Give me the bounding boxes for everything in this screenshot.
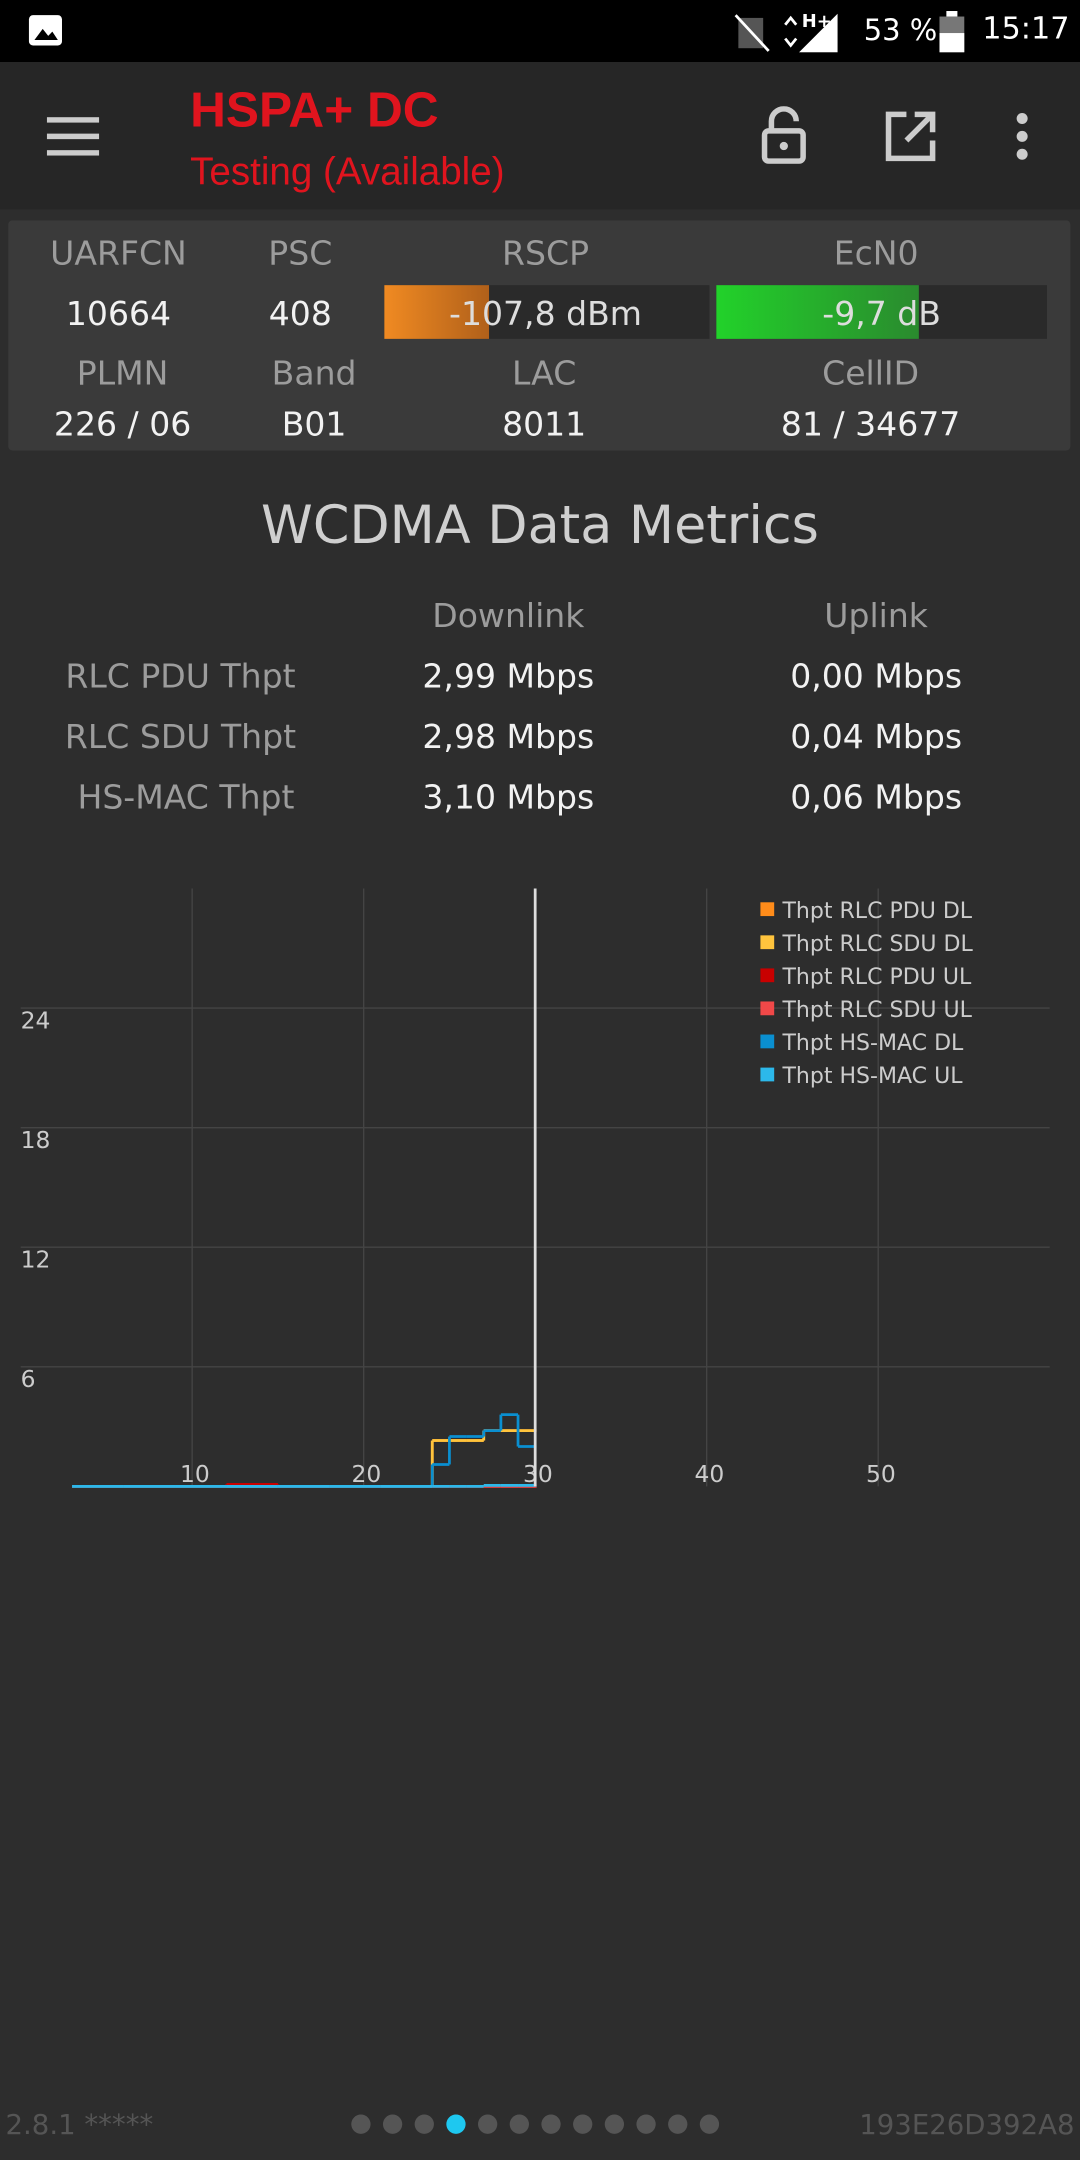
cell-value: -107,8 dBm [449, 294, 642, 334]
metric-value: 0,06 Mbps [790, 778, 963, 817]
metric-value: 0,00 Mbps [790, 657, 963, 696]
metric-label: RLC PDU Thpt [65, 657, 296, 696]
x-tick-label: 50 [866, 1460, 896, 1488]
metrics-title: WCDMA Data Metrics [261, 494, 819, 556]
y-tick-label: 6 [21, 1365, 36, 1393]
legend-label: Thpt HS-MAC UL [781, 1064, 963, 1089]
battery-icon [939, 11, 965, 53]
cell-label: RSCP [502, 234, 589, 273]
legend-label: Thpt RLC PDU UL [781, 965, 972, 990]
metric-label: RLC SDU Thpt [64, 717, 297, 757]
y-tick-label: 24 [21, 1006, 51, 1034]
gallery-icon [28, 15, 62, 46]
svg-text:H+: H+ [802, 11, 832, 32]
x-tick-label: 20 [352, 1460, 382, 1488]
legend-label: Thpt RLC SDU DL [781, 932, 973, 957]
metric-value: 3,10 Mbps [422, 778, 595, 817]
column-header: Downlink [432, 596, 585, 636]
clock: 15:17 [982, 12, 1070, 47]
more-button[interactable] [1011, 112, 1033, 162]
column-header: Uplink [824, 596, 928, 636]
x-tick-label: 30 [523, 1460, 553, 1488]
cell-value: 408 [268, 294, 332, 334]
menu-button[interactable] [46, 117, 100, 156]
metric-value: 0,04 Mbps [790, 717, 963, 757]
cell-label: EcN0 [833, 234, 919, 273]
legend-swatch [760, 1034, 775, 1049]
y-tick-label: 18 [21, 1126, 51, 1154]
cell-label: PSC [268, 234, 333, 273]
battery-text: 53 % [863, 13, 938, 47]
legend-swatch [760, 902, 775, 917]
cell-value: 226 / 06 [53, 404, 192, 444]
version: 2.8.1 ***** [5, 2107, 154, 2141]
app-title: HSPA+ DC [190, 81, 439, 138]
cell-label: CellID [822, 354, 920, 393]
signal-icons: H+ [734, 11, 838, 53]
cell-label: PLMN [76, 354, 169, 393]
cell-label: LAC [511, 354, 577, 393]
cell-value: B01 [281, 404, 347, 444]
metric-value: 2,98 Mbps [422, 717, 595, 757]
legend-swatch [760, 1067, 775, 1082]
cell-value: 10664 [65, 294, 172, 334]
legend-swatch [760, 968, 775, 983]
metric-label: HS-MAC Thpt [77, 778, 295, 817]
app-subtitle: Testing (Available) [190, 150, 505, 193]
legend-label: Thpt RLC SDU UL [781, 998, 972, 1023]
x-tick-label: 40 [695, 1460, 725, 1488]
metric-value: 2,99 Mbps [422, 657, 595, 696]
y-tick-label: 12 [21, 1246, 51, 1274]
lock-button[interactable] [760, 106, 810, 164]
open-external-button[interactable] [884, 110, 936, 162]
status-bar: H+ 53 % 15:17 [0, 0, 1080, 62]
cell-label: UARFCN [50, 234, 187, 273]
cell-value: 81 / 34677 [780, 404, 961, 444]
x-tick-label: 10 [180, 1460, 210, 1488]
cell-label: Band [271, 354, 357, 393]
device-id: 193E26D392A8 [859, 2107, 1075, 2141]
legend-label: Thpt RLC PDU DL [781, 899, 972, 924]
legend-label: Thpt HS-MAC DL [781, 1031, 964, 1056]
app-bar: HSPA+ DC Testing (Available) [0, 61, 1080, 210]
rscp-bar-fill [384, 285, 490, 339]
cell-value: 8011 [502, 404, 587, 444]
cell-value: -9,7 dB [822, 294, 941, 334]
legend-swatch [760, 1001, 775, 1016]
legend-swatch [760, 935, 775, 950]
page-indicator [351, 2114, 720, 2134]
ecn0-bar-fill [716, 285, 919, 339]
